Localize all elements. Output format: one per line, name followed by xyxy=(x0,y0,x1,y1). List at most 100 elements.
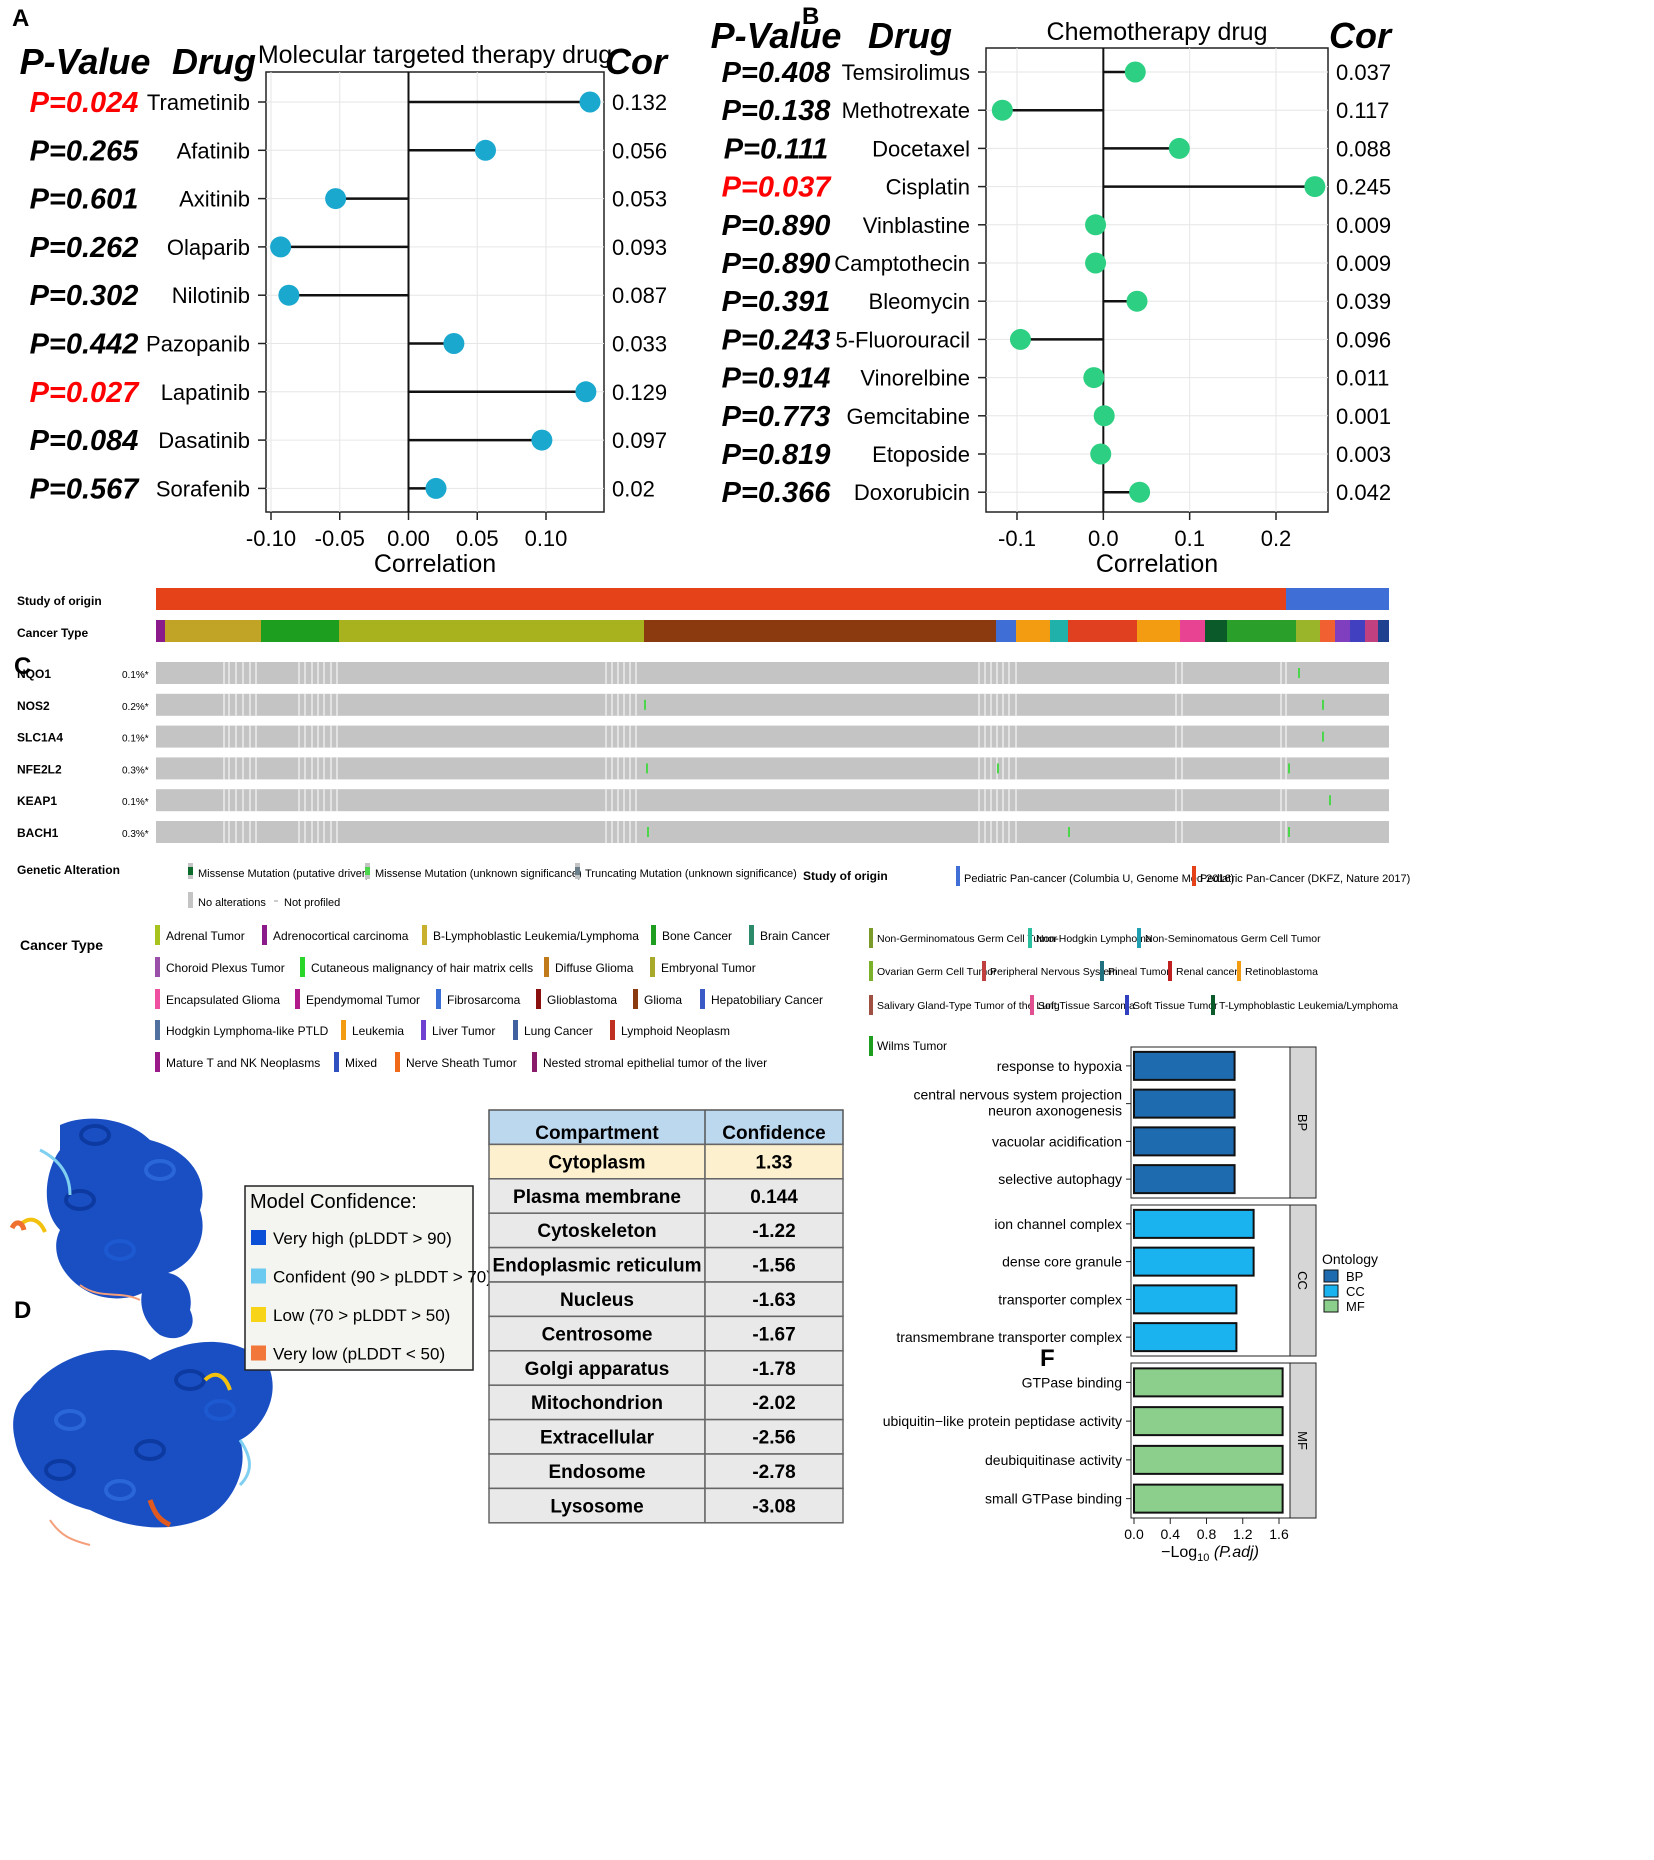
cancer-legend-item: Retinoblastoma xyxy=(1245,966,1318,978)
mutation-mark xyxy=(997,763,999,774)
header-pvalue: P-Value xyxy=(20,41,151,82)
lollipop-dot xyxy=(1085,252,1107,274)
panel-d-structure: Model Confidence: Very high (pLDDT > 90) C… xyxy=(9,1118,492,1546)
cancer-legend-swatch xyxy=(700,989,705,1009)
mutation-mark xyxy=(1329,795,1331,806)
lollipop-dot xyxy=(325,188,347,210)
term-label: neuron axonogenesis xyxy=(988,1103,1122,1119)
table-cell xyxy=(704,1281,844,1318)
drug-label: Olaparib xyxy=(167,235,250,260)
cancer-legend-swatch xyxy=(651,925,656,945)
cancer-legend-item: B-Lymphoblastic Leukemia/Lymphoma xyxy=(433,929,639,943)
panel-f-chart: BP response to hypoxia central nervous sys… xyxy=(883,1046,1378,1564)
cor-label: 0.129 xyxy=(612,380,667,405)
helix-coil xyxy=(134,1439,166,1461)
term-label: vacuolar acidification xyxy=(992,1133,1122,1149)
drug-label: Methotrexate xyxy=(842,98,970,123)
cancer-track-label: Cancer Type xyxy=(17,626,88,640)
drug-label: Camptothecin xyxy=(834,251,970,276)
cancer-legend-swatch xyxy=(1237,961,1241,981)
cancer-legend-swatch xyxy=(1168,961,1172,981)
cancer-legend-swatch xyxy=(544,957,549,977)
cancer-legend-swatch xyxy=(536,989,541,1009)
mutation-mark xyxy=(1288,827,1290,837)
cor-label: 0.245 xyxy=(1336,175,1391,200)
lollipop-dot xyxy=(1090,443,1112,465)
alteration-none: No alterations xyxy=(198,897,266,909)
legend-swatch xyxy=(188,867,193,875)
low-confidence-region xyxy=(203,1372,232,1391)
helix-coil xyxy=(104,1479,136,1501)
lollipop-dot xyxy=(270,236,292,258)
enrichment-bar xyxy=(1133,1050,1236,1081)
cancer-legend-swatch xyxy=(650,957,655,977)
cancer-legend-swatch xyxy=(610,1020,615,1040)
gene-percent-label: 0.1%* xyxy=(122,670,149,681)
cancer-type-segment xyxy=(261,620,339,642)
helix-coil xyxy=(64,1189,96,1211)
mutation-mark xyxy=(1322,731,1324,742)
cancer-legend-item: Soft Tissue Tumor xyxy=(1133,1000,1218,1012)
table-confidence: -2.78 xyxy=(752,1462,795,1483)
header-drug: Drug xyxy=(868,15,952,56)
alteration-missense-driver: Missense Mutation (putative driver) xyxy=(198,868,369,880)
cancer-legend-swatch xyxy=(341,1020,346,1040)
study-legend-item: Pediatric Pan-cancer (Columbia U, Genome… xyxy=(964,873,1234,885)
term-label: deubiquitinase activity xyxy=(985,1452,1122,1468)
helix-coil xyxy=(104,1239,136,1261)
gene-track xyxy=(156,693,1389,716)
table-cell xyxy=(704,1487,844,1524)
panel-c-oncoprint: Study of origin Cancer Type NQO1 0.1%* NOS2 0… xyxy=(17,588,1410,1072)
pvalue-label: P=0.265 xyxy=(30,135,140,167)
table-compartment: Plasma membrane xyxy=(513,1187,681,1208)
table-compartment: Lysosome xyxy=(550,1496,643,1517)
helix-coil xyxy=(44,1459,76,1481)
cancer-legend-swatch xyxy=(155,1020,160,1040)
lollipop-dot xyxy=(278,284,300,306)
lollipop-dot xyxy=(1085,214,1107,236)
protein-domain xyxy=(46,1118,203,1299)
pvalue-label: P=0.914 xyxy=(722,363,831,395)
cancer-legend-swatch xyxy=(513,1020,518,1040)
drug-label: Docetaxel xyxy=(872,136,970,161)
cancer-legend-item: Non-Germinomatous Germ Cell Tumor xyxy=(877,933,1058,945)
confidence-legend-swatch xyxy=(251,1268,266,1284)
cor-label: 0.003 xyxy=(1336,442,1391,467)
legend-title: Ontology xyxy=(1322,1251,1378,1267)
facet-strip-label: CC xyxy=(1295,1271,1310,1290)
cancer-legend-swatch xyxy=(155,925,160,945)
helix-coil xyxy=(174,1369,206,1391)
cancer-legend-item: Mixed xyxy=(345,1056,377,1070)
table-compartment: Endoplasmic reticulum xyxy=(492,1256,701,1277)
cancer-legend-item: Liver Tumor xyxy=(432,1024,495,1038)
protein-domain xyxy=(141,1272,193,1339)
drug-label: Etoposide xyxy=(872,442,970,467)
helix-coil xyxy=(204,1399,236,1421)
mutation-mark xyxy=(644,699,646,710)
table-compartment: Cytoplasm xyxy=(548,1152,645,1173)
gene-percent-label: 0.3%* xyxy=(122,765,149,776)
cancer-legend-item: Lung Cancer xyxy=(524,1024,593,1038)
enrichment-bar xyxy=(1133,1483,1284,1514)
cancer-legend-swatch xyxy=(869,995,873,1015)
lollipop-dot xyxy=(575,381,597,403)
cancer-legend-item: Diffuse Glioma xyxy=(555,961,634,975)
helix-coil xyxy=(54,1409,86,1431)
table-confidence: -1.22 xyxy=(752,1221,795,1242)
cancer-legend-item: Hepatobiliary Cancer xyxy=(711,993,823,1007)
cancer-type-segment xyxy=(339,620,644,642)
table-confidence: -1.78 xyxy=(752,1359,795,1380)
cancer-legend-item: Nerve Sheath Tumor xyxy=(406,1056,517,1070)
cancer-legend-swatch xyxy=(532,1052,537,1072)
cancer-type-segment xyxy=(644,620,996,642)
term-label: transporter complex xyxy=(998,1291,1122,1307)
plot-frame xyxy=(265,71,605,513)
x-tick-label: 0.2 xyxy=(1261,526,1292,551)
pvalue-label: P=0.084 xyxy=(30,425,139,457)
pvalue-label: P=0.567 xyxy=(30,473,141,505)
pvalue-label: P=0.366 xyxy=(722,477,832,509)
legend-swatch xyxy=(365,867,370,875)
legend-item: MF xyxy=(1346,1299,1365,1314)
term-label: response to hypoxia xyxy=(997,1058,1123,1074)
enrichment-bar xyxy=(1133,1322,1238,1353)
